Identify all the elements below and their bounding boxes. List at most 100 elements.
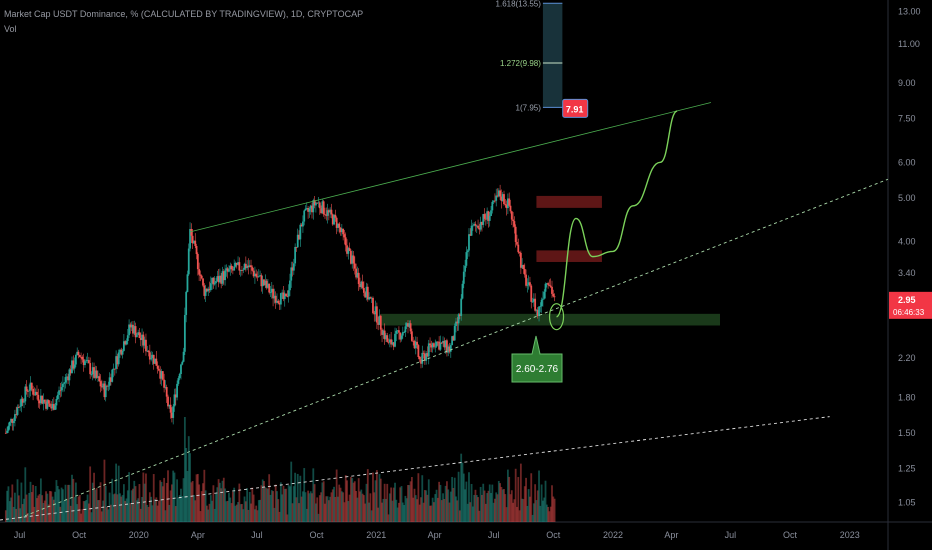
candle-body <box>204 288 207 296</box>
candle-body <box>343 234 346 238</box>
candle-body <box>351 255 354 264</box>
candle-body <box>110 377 112 382</box>
volume-bar <box>108 492 111 522</box>
volume-bar <box>455 496 457 522</box>
volume-bar <box>483 490 486 522</box>
candle-body <box>274 295 277 303</box>
candle-body <box>417 345 420 358</box>
volume-bar <box>421 475 424 522</box>
volume-bar <box>129 502 132 522</box>
candle-body <box>59 390 62 392</box>
volume-bar <box>255 505 258 522</box>
candle-body <box>333 214 335 225</box>
volume-bar <box>106 506 108 522</box>
candle-body <box>549 285 552 287</box>
candle-body <box>530 285 533 302</box>
candle-body <box>456 321 459 324</box>
volume-bar <box>531 514 534 522</box>
volume-bar <box>273 507 276 522</box>
volume-bar <box>77 496 80 522</box>
candle-body <box>377 322 380 325</box>
candle-body <box>475 225 478 227</box>
candle-body <box>181 361 184 365</box>
candle-body <box>108 377 111 386</box>
volume-bar <box>150 496 153 522</box>
volume-bar <box>514 468 517 522</box>
volume-bar <box>62 489 64 522</box>
volume-bar <box>187 436 190 522</box>
volume-bar <box>359 491 361 522</box>
volume-bar <box>42 502 45 522</box>
volume-bar <box>235 504 238 522</box>
candle-body <box>120 349 123 355</box>
volume-bar <box>173 472 176 522</box>
candle-body <box>401 332 404 336</box>
candle-body <box>385 335 387 340</box>
candle-body <box>414 341 417 349</box>
candle-body <box>529 282 531 286</box>
volume-bar <box>352 482 355 522</box>
volume-bar <box>316 497 319 522</box>
volume-bar <box>499 483 502 522</box>
candle-body <box>434 346 437 348</box>
volume-bar <box>33 506 36 522</box>
volume-bar <box>17 495 20 522</box>
candle-body <box>160 371 163 379</box>
volume-bar <box>513 499 516 522</box>
volume-bar <box>426 494 429 522</box>
volume-bar <box>250 503 252 522</box>
candle-body <box>552 293 555 297</box>
volume-bar <box>238 483 241 522</box>
volume-bar <box>11 484 14 522</box>
volume-bar <box>377 507 380 522</box>
candle-body <box>218 275 221 283</box>
volume-bar <box>81 508 84 522</box>
volume-bar <box>283 488 286 522</box>
volume-bar <box>115 463 118 522</box>
volume-bar <box>145 473 147 522</box>
candle-body <box>182 351 185 362</box>
candle-body <box>93 367 95 378</box>
volume-bar <box>435 489 438 522</box>
volume-bar <box>65 498 68 522</box>
candle-body <box>100 386 103 388</box>
candle-body <box>174 394 177 398</box>
candle-body <box>334 214 337 218</box>
volume-bar <box>80 513 82 522</box>
volume-bar <box>368 502 370 522</box>
candle-body <box>482 214 485 225</box>
volume-bar <box>289 486 291 522</box>
candle-body <box>168 404 171 407</box>
candle-body <box>273 295 276 299</box>
volume-bar <box>490 492 492 522</box>
candle-body <box>121 350 124 355</box>
candle-body <box>360 281 363 288</box>
volume-bar <box>158 500 160 522</box>
candle-body <box>215 281 217 284</box>
candle-body <box>39 395 42 404</box>
volume-bar <box>488 484 491 522</box>
candle-body <box>125 340 128 345</box>
volume-bar <box>298 503 300 522</box>
volume-bar <box>279 482 282 522</box>
candle-body <box>129 324 132 328</box>
projection-curve <box>555 110 678 318</box>
volume-bar <box>51 496 54 522</box>
volume-label: Vol <box>4 24 17 34</box>
candle-body <box>85 360 88 362</box>
candle-body <box>395 330 398 334</box>
candle-body <box>398 330 400 333</box>
volume-bar <box>239 504 242 522</box>
candle-body <box>21 398 24 403</box>
volume-bar <box>146 504 149 522</box>
volume-bar <box>195 474 198 522</box>
candle-body <box>282 292 285 300</box>
volume-bar <box>174 506 177 522</box>
candle-body <box>155 358 158 366</box>
candle-body <box>439 342 442 350</box>
y-axis-tick: 1.25 <box>898 463 916 473</box>
volume-bar <box>168 504 171 522</box>
candle-body <box>82 359 85 366</box>
candle-body <box>25 386 28 392</box>
